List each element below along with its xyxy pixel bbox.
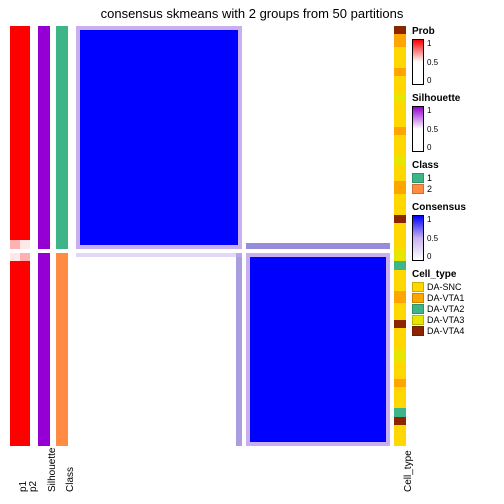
plot-title: consensus skmeans with 2 groups from 50 … <box>0 6 504 21</box>
xlabel-p2: p2 <box>28 481 39 492</box>
legend-consensus: Consensus10.50 <box>412 202 498 261</box>
anno-col-silhouette <box>38 26 50 446</box>
plot-area <box>10 26 390 446</box>
legend-prob: Prob10.50 <box>412 26 498 85</box>
legend-class: Class12 <box>412 160 498 194</box>
legend-panel: Prob10.50 Silhouette10.50 Class12 Consensus… <box>412 26 498 344</box>
x-axis-labels: p1p2SilhouetteClassCell_type <box>10 448 390 498</box>
legend-silhouette: Silhouette10.50 <box>412 93 498 152</box>
xlabel-cell-type: Cell_type <box>403 450 414 492</box>
legend-cell_type: Cell_typeDA-SNCDA-VTA1DA-VTA2DA-VTA3DA-V… <box>412 269 498 336</box>
xlabel-class: Class <box>65 467 76 492</box>
cell-type-col <box>394 26 406 446</box>
consensus-heatmap <box>76 26 390 446</box>
anno-col-class <box>56 26 68 446</box>
anno-col-p2 <box>20 26 30 446</box>
xlabel-silhouette: Silhouette <box>47 448 58 492</box>
anno-col-p1 <box>10 26 20 446</box>
